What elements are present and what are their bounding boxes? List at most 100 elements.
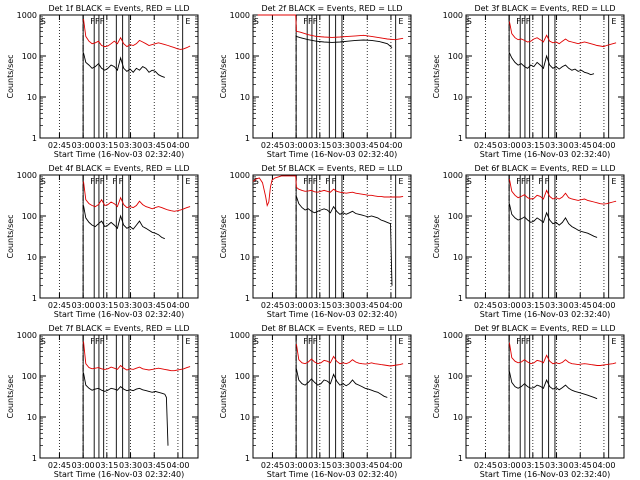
events-series-line	[83, 372, 169, 446]
x-tick-label: 03:15	[308, 301, 331, 310]
y-tick-label: 100	[448, 372, 463, 381]
y-tick-label: 100	[235, 212, 250, 221]
x-tick-label: 03:00	[285, 141, 308, 150]
panel-det-9: Det 9f BLACK = Events, RED = LLD 1 10 100 10…	[432, 324, 625, 479]
x-tick-label: 03:30	[119, 461, 142, 470]
x-tick-label: 02:45	[474, 461, 497, 470]
interval-marker-S: S	[41, 337, 46, 346]
x-tick-label: 03:45	[569, 461, 592, 470]
interval-marker-F: F	[95, 17, 100, 26]
interval-marker-F: F	[545, 177, 550, 186]
interval-marker-F: F	[303, 177, 308, 186]
lld-series-line	[508, 178, 617, 205]
panel-det-6: Det 6f BLACK = Events, RED = LLD 1 10 100 10…	[432, 164, 625, 319]
panel-det-4: Det 4f BLACK = Events, RED = LLD 1 10 100 10…	[6, 164, 199, 319]
x-axis-label: Start Time (16-Nov-03 02:32:40)	[54, 470, 184, 479]
y-tick-label: 10	[453, 253, 463, 262]
panel-det-2: Det 2f BLACK = Events, RED = LLD 1 10 100 10…	[219, 4, 412, 159]
interval-marker-F: F	[90, 177, 95, 186]
y-tick-label: 1	[32, 454, 37, 463]
interval-marker-F: F	[516, 17, 521, 26]
x-tick-label: 04:00	[592, 301, 615, 310]
panel-title: Det 2f BLACK = Events, RED = LLD	[261, 4, 402, 13]
x-tick-label: 03:30	[332, 461, 355, 470]
events-series-line	[83, 205, 165, 240]
interval-marker-F: F	[526, 17, 531, 26]
events-series-line	[508, 371, 598, 400]
y-tick-label: 10	[240, 253, 250, 262]
plot-frame	[252, 334, 412, 459]
x-tick-label: 03:30	[545, 301, 568, 310]
x-axis-label: Start Time (16-Nov-03 02:32:40)	[480, 470, 610, 479]
panel-title: Det 6f BLACK = Events, RED = LLD	[474, 164, 615, 173]
y-tick-label: 1000	[443, 11, 463, 20]
x-tick-label: 03:30	[119, 301, 142, 310]
plot-frame	[465, 334, 625, 459]
interval-marker-E: E	[185, 17, 190, 26]
x-tick-label: 03:15	[95, 141, 118, 150]
y-tick-label: 1	[458, 294, 463, 303]
x-tick-label: 03:00	[285, 301, 308, 310]
x-tick-label: 04:00	[592, 141, 615, 150]
plot-frame	[465, 174, 625, 299]
x-tick-label: 03:00	[498, 301, 521, 310]
panel-det-8: Det 8f BLACK = Events, RED = LLD 1 10 100 10…	[219, 324, 412, 479]
panel-title: Det 4f BLACK = Events, RED = LLD	[48, 164, 189, 173]
interval-marker-E: E	[611, 337, 616, 346]
panel-det-7: Det 7f BLACK = Events, RED = LLD 1 10 100 10…	[6, 324, 199, 479]
events-series-line	[296, 35, 393, 48]
interval-marker-F: F	[313, 177, 318, 186]
panel-title: Det 9f BLACK = Events, RED = LLD	[474, 324, 615, 333]
x-tick-label: 03:45	[356, 301, 379, 310]
y-axis-label: Counts/sec	[219, 54, 228, 98]
y-tick-label: 10	[453, 93, 463, 102]
x-tick-label: 03:45	[356, 141, 379, 150]
x-axis-label: Start Time (16-Nov-03 02:32:40)	[267, 470, 397, 479]
interval-marker-F: F	[325, 177, 330, 186]
panel-title: Det 7f BLACK = Events, RED = LLD	[48, 324, 189, 333]
y-axis-label: Counts/sec	[6, 214, 15, 258]
interval-marker-F: F	[521, 337, 526, 346]
y-tick-label: 1000	[443, 171, 463, 180]
y-axis-label: Counts/sec	[219, 374, 228, 418]
y-tick-label: 100	[22, 52, 37, 61]
interval-marker-F: F	[303, 337, 308, 346]
x-tick-label: 02:45	[48, 301, 71, 310]
interval-marker-F: F	[308, 17, 313, 26]
x-tick-label: 03:00	[498, 141, 521, 150]
lld-series-line	[295, 344, 404, 367]
events-series-line	[83, 52, 165, 78]
interval-marker-E: E	[398, 177, 403, 186]
y-tick-label: 10	[27, 93, 37, 102]
plot-frame	[465, 14, 625, 139]
y-axis-label: Counts/sec	[6, 54, 15, 98]
y-tick-label: 10	[27, 413, 37, 422]
interval-marker-E: E	[398, 337, 403, 346]
y-axis-label: Counts/sec	[219, 214, 228, 258]
x-axis-label: Start Time (16-Nov-03 02:32:40)	[54, 310, 184, 319]
y-tick-label: 1000	[17, 331, 37, 340]
x-tick-label: 03:30	[332, 301, 355, 310]
interval-marker-F: F	[332, 177, 337, 186]
lld-series-line	[252, 175, 404, 208]
y-axis-label: Counts/sec	[432, 54, 441, 98]
x-tick-label: 03:15	[95, 461, 118, 470]
x-tick-label: 02:45	[48, 141, 71, 150]
x-tick-label: 03:15	[521, 301, 544, 310]
interval-marker-F: F	[95, 177, 100, 186]
y-tick-label: 1000	[443, 331, 463, 340]
y-tick-label: 100	[235, 372, 250, 381]
x-tick-label: 04:00	[379, 301, 402, 310]
lld-series-line	[508, 342, 617, 366]
interval-marker-F: F	[313, 337, 318, 346]
lld-series-line	[83, 341, 191, 372]
x-tick-label: 03:15	[308, 461, 331, 470]
y-tick-label: 1	[458, 134, 463, 143]
plot-frame	[39, 174, 199, 299]
interval-marker-F: F	[100, 337, 105, 346]
y-axis-label: Counts/sec	[432, 214, 441, 258]
interval-marker-E: E	[398, 17, 403, 26]
panel-det-3: Det 3f BLACK = Events, RED = LLD 1 10 100 10…	[432, 4, 625, 159]
x-tick-label: 04:00	[592, 461, 615, 470]
interval-marker-E: E	[185, 177, 190, 186]
